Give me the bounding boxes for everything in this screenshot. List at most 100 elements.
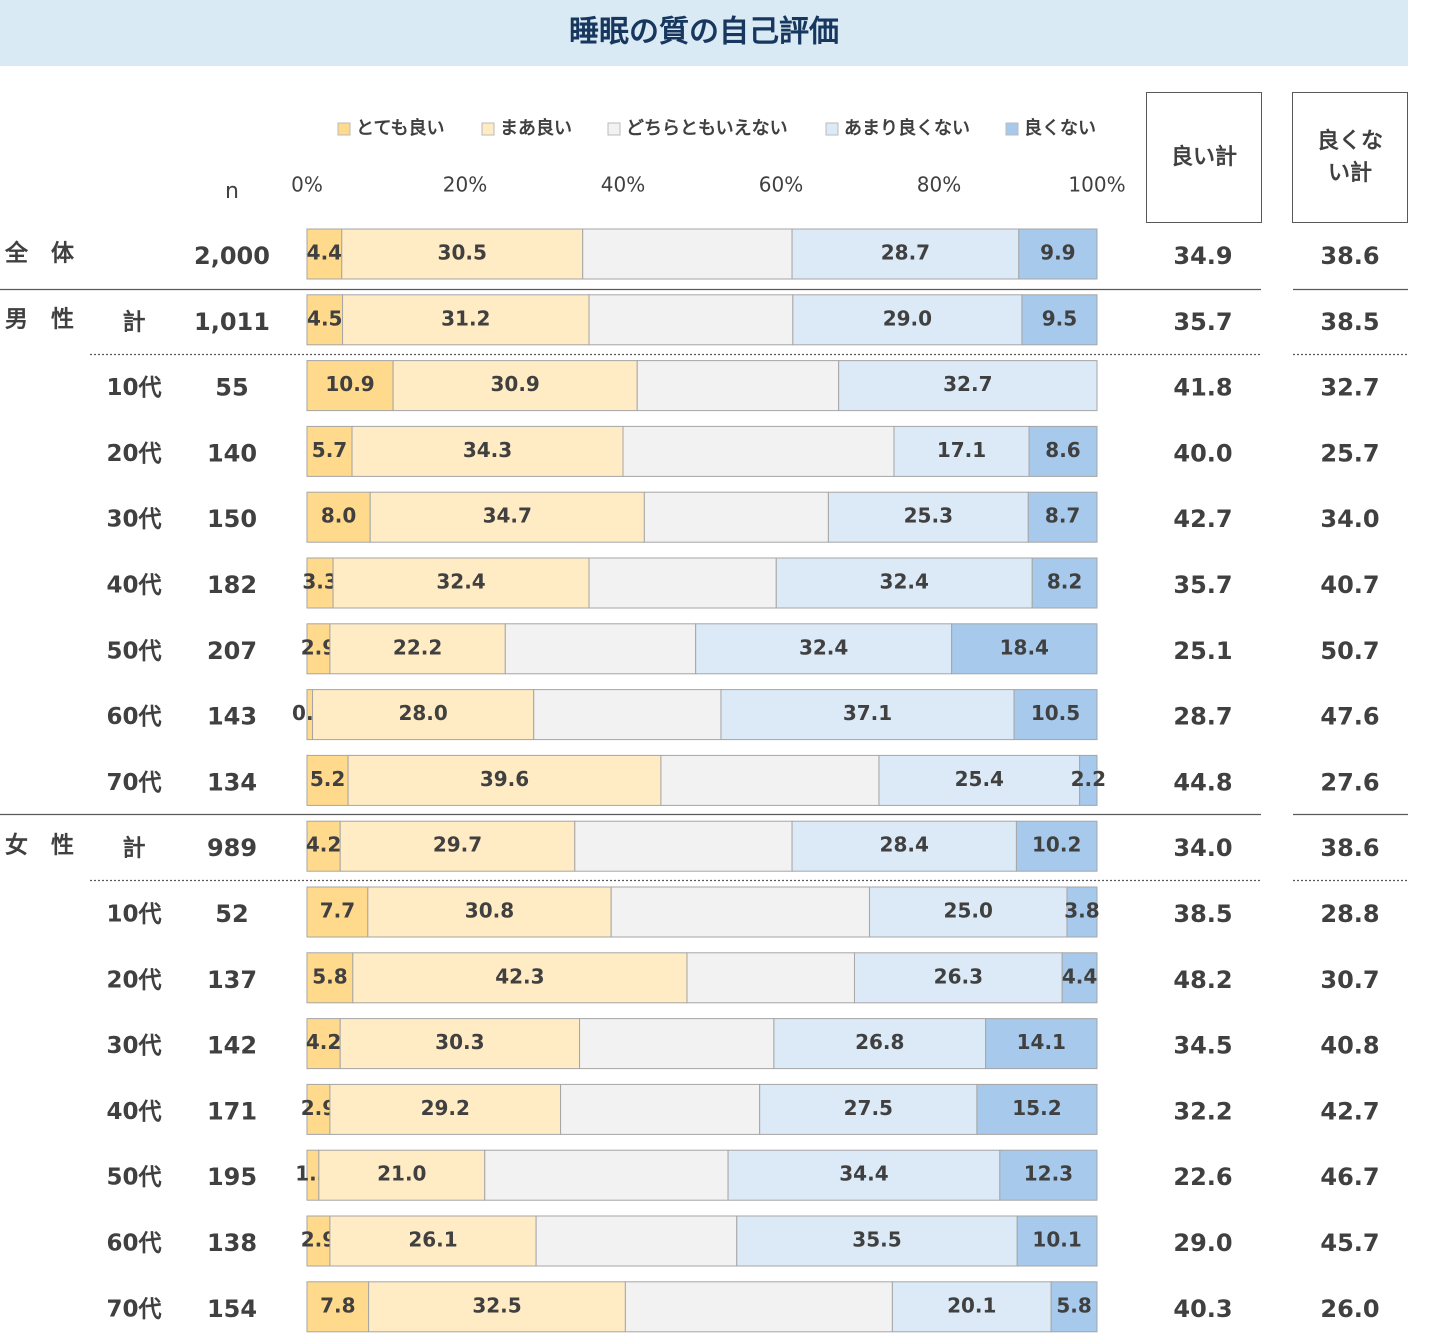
bar-segment [306,754,349,806]
bad-total: 47.6 [1320,703,1379,731]
bar-label: 12.3 [1024,1162,1073,1186]
bar-segment [367,886,612,938]
good-total: 35.7 [1173,571,1232,599]
bar-segment [610,886,870,938]
bar-segment [1021,294,1098,346]
good-total: 35.7 [1173,308,1232,336]
bar-segment [1066,886,1098,938]
bar-segment [306,360,394,412]
bar-label: 10.5 [1031,701,1080,725]
bar-label: 29.0 [883,306,932,330]
bar-label: 31.2 [441,306,490,330]
bar-segment [339,820,576,872]
bar-segment [791,820,1017,872]
bar-segment [838,360,1098,412]
bar-segment [695,623,953,675]
bar-segment [643,491,829,543]
bad-total: 38.6 [1320,834,1379,862]
bar-label: 9.5 [1042,306,1077,330]
bar-segment [588,294,794,346]
bar-segment [351,425,624,477]
bar-label: 30.3 [435,1030,484,1054]
bar-label: 17.1 [937,438,986,462]
good-total: 34.9 [1173,242,1232,270]
legend-label: あまり良くない [844,117,970,139]
bar-label: 22.2 [393,635,442,659]
legend-swatch [1005,122,1019,136]
row-label: 70代 [106,770,161,796]
n-value: 143 [207,703,257,731]
x-tick-label: 40% [601,173,645,197]
x-tick-label: 20% [443,173,487,197]
bar-segment [773,1018,987,1070]
bar-label: 10.2 [1032,833,1081,857]
bar-label: 32.4 [799,635,848,659]
bar-segment [588,557,777,609]
bar-segment [306,886,369,938]
bar-label: 5.7 [312,438,347,462]
bar-label: 30.9 [490,372,539,396]
bar-label: 3.8 [1064,899,1099,923]
bar-label: 7.7 [320,899,355,923]
n-value: 207 [207,637,257,665]
bar-segment [306,820,341,872]
n-value: 52 [215,900,248,928]
good-total: 32.2 [1173,1097,1232,1125]
row-label: 計 [123,308,146,335]
bar-segment [999,1149,1098,1201]
bar-segment [329,1083,562,1135]
bar-label: 20.1 [947,1293,996,1317]
bar-label: 9.9 [1040,241,1075,265]
bar-label: 34.4 [839,1162,888,1186]
bar-segment [329,1215,537,1267]
bar-segment [582,228,793,280]
bar-label: 28.4 [880,833,929,857]
n-value: 137 [207,966,257,994]
bad-total: 42.7 [1320,1097,1379,1125]
good-total: 40.0 [1173,439,1232,467]
bar-label: 32.5 [472,1293,521,1317]
good-total: 48.2 [1173,966,1232,994]
bad-total: 38.6 [1320,242,1379,270]
separators [0,288,1408,882]
bar-label: 25.3 [904,504,953,528]
good-total: 25.1 [1173,637,1232,665]
bad-total: 30.7 [1320,966,1379,994]
bar-label: 32.4 [436,570,485,594]
bad-total: 26.0 [1320,1295,1379,1323]
bar-segment [1028,425,1098,477]
bar-segment [827,491,1029,543]
bar-label: 34.7 [483,504,532,528]
legend-label: まあ良い [500,117,572,139]
bar-segment [341,228,584,280]
legend-swatch [481,122,495,136]
row-label: 60代 [106,704,161,730]
bar-segment [791,228,1020,280]
x-tick-label: 80% [917,173,961,197]
row-label: 計 [123,835,146,862]
bar-label: 28.0 [398,701,447,725]
bar-segment [636,360,840,412]
bar-segment [1013,689,1098,741]
bar-label: 26.1 [408,1228,457,1252]
n-value: 1,011 [194,308,270,336]
bar-segment [893,425,1030,477]
n-value: 142 [207,1032,257,1060]
bad-total: 38.5 [1320,308,1379,336]
bar-label: 32.4 [880,570,929,594]
good-total: 40.3 [1173,1295,1232,1323]
bar-label: 8.0 [321,504,356,528]
bad-total: 25.7 [1320,439,1379,467]
good-total: 28.7 [1173,703,1232,731]
bar-segment [329,623,506,675]
bad-total: 32.7 [1320,374,1379,402]
bar-label: 25.4 [955,767,1004,791]
bar-segment [306,228,343,280]
bar-label: 3.3 [302,570,337,594]
bar-label: 28.7 [881,241,930,265]
bar-label: 42.3 [495,964,544,988]
n-value: 150 [207,505,257,533]
bar-label: 4.4 [307,241,342,265]
